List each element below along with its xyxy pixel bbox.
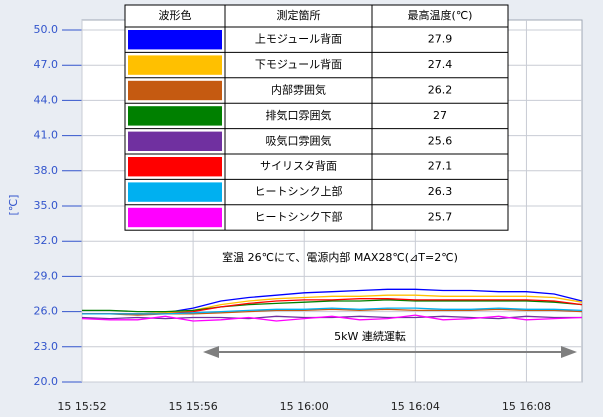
legend-value: 26.3	[428, 185, 453, 198]
y-tick-label: 41.0	[34, 129, 59, 142]
y-tick-label: 20.0	[34, 375, 59, 388]
series-line	[82, 294, 583, 315]
table-header: 測定箇所	[277, 8, 321, 22]
legend-label: 吸気口雰囲気	[266, 133, 332, 147]
legend-swatch	[128, 30, 222, 50]
table-header: 最高温度(℃)	[408, 8, 473, 22]
legend-value: 27.1	[428, 160, 453, 173]
table-header: 波形色	[159, 8, 192, 22]
legend-label: ヒートシンク下部	[255, 210, 343, 224]
legend-value: 26.2	[428, 84, 453, 97]
legend-value: 27.9	[428, 33, 453, 46]
legend-swatch	[128, 157, 222, 177]
y-tick-label: 50.0	[34, 23, 59, 36]
legend-label: 上モジュール背面	[255, 32, 342, 46]
series-line	[82, 299, 583, 313]
legend-swatch	[128, 106, 222, 126]
x-tick-label: 15 16:04	[391, 400, 440, 413]
legend-label: サイリスタ背面	[260, 159, 337, 173]
legend-label: ヒートシンク上部	[255, 184, 343, 198]
legend-swatch	[128, 55, 222, 75]
legend-label: 内部雰囲気	[271, 83, 326, 97]
legend-value: 25.6	[428, 134, 453, 147]
y-tick-label: 32.0	[34, 234, 59, 247]
x-tick-label: 15 16:00	[280, 400, 329, 413]
annotation: 室温 26℃にて、電源内部 MAX28℃(⊿T=2℃)	[222, 250, 458, 264]
legend-value: 27.4	[428, 58, 453, 71]
series-line	[81, 315, 582, 320]
legend-label: 下モジュール背面	[255, 57, 342, 71]
legend-swatch	[128, 80, 222, 101]
y-tick-label: 47.0	[34, 58, 59, 71]
series-line	[82, 307, 583, 315]
y-tick-label: 38.0	[34, 164, 59, 177]
x-tick-label: 15 15:56	[169, 400, 218, 413]
series-line	[81, 314, 583, 322]
x-tick-label: 15 15:52	[57, 400, 106, 413]
arrow-head	[203, 346, 219, 358]
annotation: 5kW 連続運転	[334, 329, 406, 343]
legend-value: 27	[433, 109, 447, 122]
legend-label: 排気口雰囲気	[266, 108, 332, 122]
legend-value: 25.7	[428, 211, 453, 224]
legend-swatch	[128, 207, 222, 228]
y-tick-label: 26.0	[34, 305, 59, 318]
y-tick-label: 23.0	[34, 340, 59, 353]
legend-swatch	[128, 182, 222, 202]
arrow-head	[561, 346, 577, 358]
y-tick-label: 35.0	[34, 199, 59, 212]
y-tick-label: 29.0	[34, 269, 59, 282]
legend-swatch	[128, 131, 222, 151]
y-axis-label: [℃]	[7, 195, 20, 216]
x-tick-label: 15 16:08	[502, 400, 551, 413]
y-tick-label: 44.0	[34, 93, 59, 106]
